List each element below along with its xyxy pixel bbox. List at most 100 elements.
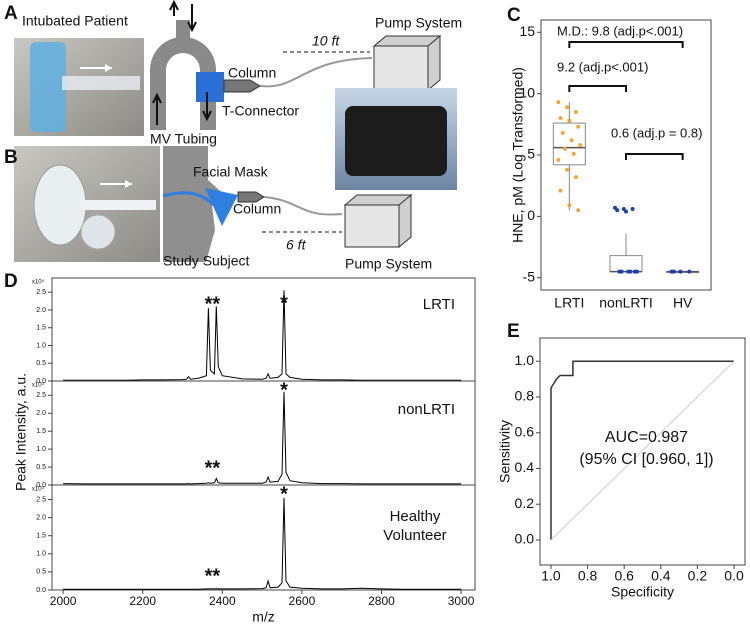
- plot-frame: [51, 484, 476, 591]
- point: [558, 116, 563, 121]
- y-tick-label: 2.0: [36, 514, 46, 521]
- point: [569, 138, 574, 143]
- label: 10 ft: [312, 33, 340, 49]
- point: [567, 203, 572, 208]
- x-tick-label: 2400: [209, 594, 236, 608]
- peak-marker: *: [280, 483, 288, 505]
- bracket: [568, 41, 684, 48]
- y-tick-label: 0.0: [515, 531, 535, 547]
- peak-marker: **: [205, 565, 221, 587]
- case: [345, 106, 447, 176]
- box: [609, 255, 643, 273]
- x-axis-label: Specificity: [611, 584, 674, 600]
- label: 6 ft: [286, 237, 307, 253]
- y-unit: x10⁴: [32, 279, 45, 286]
- bracket: [625, 153, 684, 160]
- y-tick-label: 0.0: [36, 378, 46, 385]
- point: [562, 146, 567, 151]
- point: [556, 157, 561, 162]
- x-tick-label: 3000: [448, 594, 475, 608]
- y-unit: x10⁴: [32, 486, 45, 493]
- panel-label: D: [4, 271, 18, 292]
- pump: [344, 204, 400, 248]
- x-tick-label: 2800: [368, 594, 395, 608]
- point: [571, 151, 576, 156]
- y-tick-label: 1.5: [36, 428, 46, 435]
- point: [576, 124, 581, 129]
- point: [556, 100, 561, 105]
- data-line: [63, 497, 462, 590]
- series-label: LRTI: [423, 296, 455, 313]
- y-tick-label: 1.5: [36, 533, 46, 540]
- x-tick-label: LRTI: [554, 295, 584, 311]
- y-tick-label: 0.4: [515, 459, 535, 475]
- data-line: [63, 391, 462, 485]
- point: [573, 110, 578, 115]
- tube: [259, 57, 373, 88]
- tubing: [176, 20, 190, 42]
- arrow-head: [125, 180, 132, 188]
- y-tick-label: 1.0: [515, 352, 535, 368]
- y-tick-label: 5: [527, 146, 535, 162]
- panel-label: C: [507, 5, 521, 26]
- y-tick-label: 2.5: [36, 496, 46, 503]
- tubing: [150, 37, 216, 130]
- panel-label: A: [4, 3, 18, 24]
- x-tick-label: 0.6: [614, 568, 634, 584]
- y-tick-label: 0.5: [36, 464, 46, 471]
- device: [30, 42, 66, 132]
- y-tick-label: 2.0: [36, 307, 46, 314]
- point: [628, 269, 633, 274]
- data-line: [550, 360, 734, 540]
- y-tick-label: 1.0: [36, 342, 46, 349]
- subject: [163, 146, 228, 262]
- y-tick-label: 0.5: [36, 360, 46, 367]
- data-line: [63, 290, 462, 381]
- y-tick-label: 0.5: [36, 569, 46, 576]
- label: Pump System: [375, 15, 462, 31]
- y-unit: x10⁴: [32, 382, 45, 389]
- y-tick-label: 2.0: [36, 410, 46, 417]
- point: [615, 208, 620, 213]
- reference-line: [550, 360, 735, 541]
- label: Intubated Patient: [22, 13, 128, 29]
- y-axis-label: Peak Intensity, a.u.: [13, 373, 29, 491]
- label: Column: [233, 201, 281, 217]
- filter: [80, 214, 116, 250]
- series-label-box: Healthy Volunteer: [383, 508, 446, 544]
- point: [558, 188, 563, 193]
- x-tick-label: 0.4: [651, 568, 671, 584]
- peak-marker: **: [205, 293, 221, 315]
- column: [223, 79, 261, 93]
- y-tick-label: 2.5: [36, 392, 46, 399]
- y-tick-label: 0.6: [515, 423, 535, 439]
- label: Facial Mask: [193, 164, 269, 180]
- y-tick-label: -5: [523, 268, 536, 284]
- mask: [205, 188, 238, 226]
- y-tick-label: 1.5: [36, 325, 46, 332]
- tube: [80, 200, 156, 210]
- y-tick-label: 0: [527, 207, 535, 223]
- tube: [263, 196, 343, 216]
- point: [687, 269, 692, 274]
- flow-arrows: [152, 0, 212, 125]
- point: [576, 208, 581, 213]
- x-tick-label: 2600: [289, 594, 316, 608]
- x-tick-label: 0.2: [688, 568, 708, 584]
- x-tick-label: HV: [673, 295, 693, 311]
- x-tick-label: nonLRTI: [599, 295, 652, 311]
- point: [635, 269, 639, 274]
- label: Study Subject: [163, 253, 249, 269]
- point: [578, 143, 583, 148]
- label: MV Tubing: [150, 131, 217, 147]
- strap: [162, 191, 216, 207]
- panel-label: B: [4, 147, 18, 168]
- plot-frame: [539, 337, 746, 566]
- y-tick-label: 2.5: [36, 289, 46, 296]
- annotation: 0.6 (adj.p = 0.8): [611, 125, 702, 140]
- column: [237, 191, 265, 203]
- annotation: 9.2 (adj.p<.001): [557, 59, 648, 74]
- panel-label: E: [507, 321, 520, 342]
- x-tick-label: 2200: [129, 594, 156, 608]
